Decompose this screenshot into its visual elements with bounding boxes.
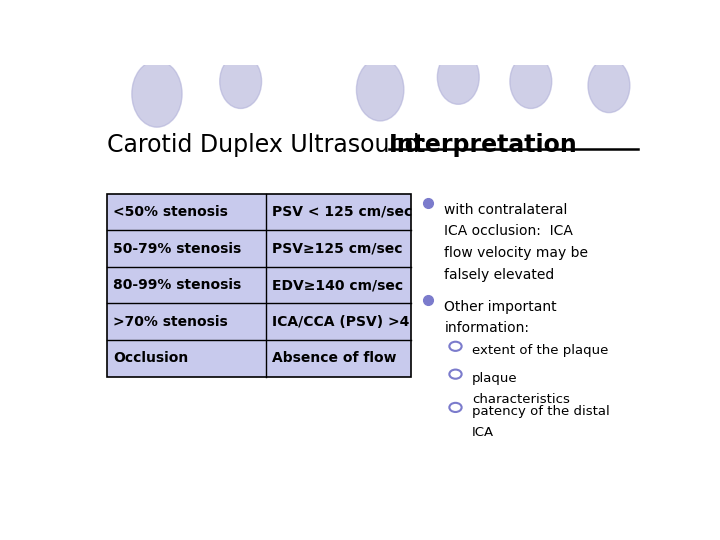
Text: PSV≥125 cm/sec: PSV≥125 cm/sec (272, 241, 403, 255)
Text: Carotid Duplex Ultrasound:: Carotid Duplex Ultrasound: (107, 133, 434, 157)
Text: patency of the distal: patency of the distal (472, 406, 610, 419)
Text: Absence of flow: Absence of flow (272, 352, 397, 366)
Text: EDV≥140 cm/sec: EDV≥140 cm/sec (272, 278, 404, 292)
Text: falsely elevated: falsely elevated (444, 268, 554, 282)
Ellipse shape (510, 55, 552, 109)
Text: PSV < 125 cm/sec: PSV < 125 cm/sec (272, 205, 413, 219)
Text: ICA occlusion:  ICA: ICA occlusion: ICA (444, 225, 573, 239)
Circle shape (449, 403, 462, 412)
Ellipse shape (588, 58, 630, 113)
Circle shape (449, 342, 462, 351)
Text: 80-99% stenosis: 80-99% stenosis (114, 278, 242, 292)
Text: Other important: Other important (444, 300, 557, 314)
Text: information:: information: (444, 321, 529, 335)
Ellipse shape (132, 60, 182, 127)
Text: characteristics: characteristics (472, 393, 570, 406)
Text: plaque: plaque (472, 372, 518, 385)
Text: extent of the plaque: extent of the plaque (472, 344, 608, 357)
Ellipse shape (356, 58, 404, 121)
Ellipse shape (437, 50, 480, 104)
Text: <50% stenosis: <50% stenosis (114, 205, 228, 219)
Text: ICA: ICA (472, 426, 495, 439)
Circle shape (449, 369, 462, 379)
Text: 50-79% stenosis: 50-79% stenosis (114, 241, 242, 255)
Text: ICA/CCA (PSV) >4: ICA/CCA (PSV) >4 (272, 315, 410, 329)
Text: >70% stenosis: >70% stenosis (114, 315, 228, 329)
Text: with contralateral: with contralateral (444, 203, 567, 217)
Text: flow velocity may be: flow velocity may be (444, 246, 588, 260)
Ellipse shape (220, 55, 261, 109)
Text: Interpretation: Interpretation (389, 133, 578, 157)
Text: Occlusion: Occlusion (114, 352, 189, 366)
Bar (107, 194, 411, 377)
